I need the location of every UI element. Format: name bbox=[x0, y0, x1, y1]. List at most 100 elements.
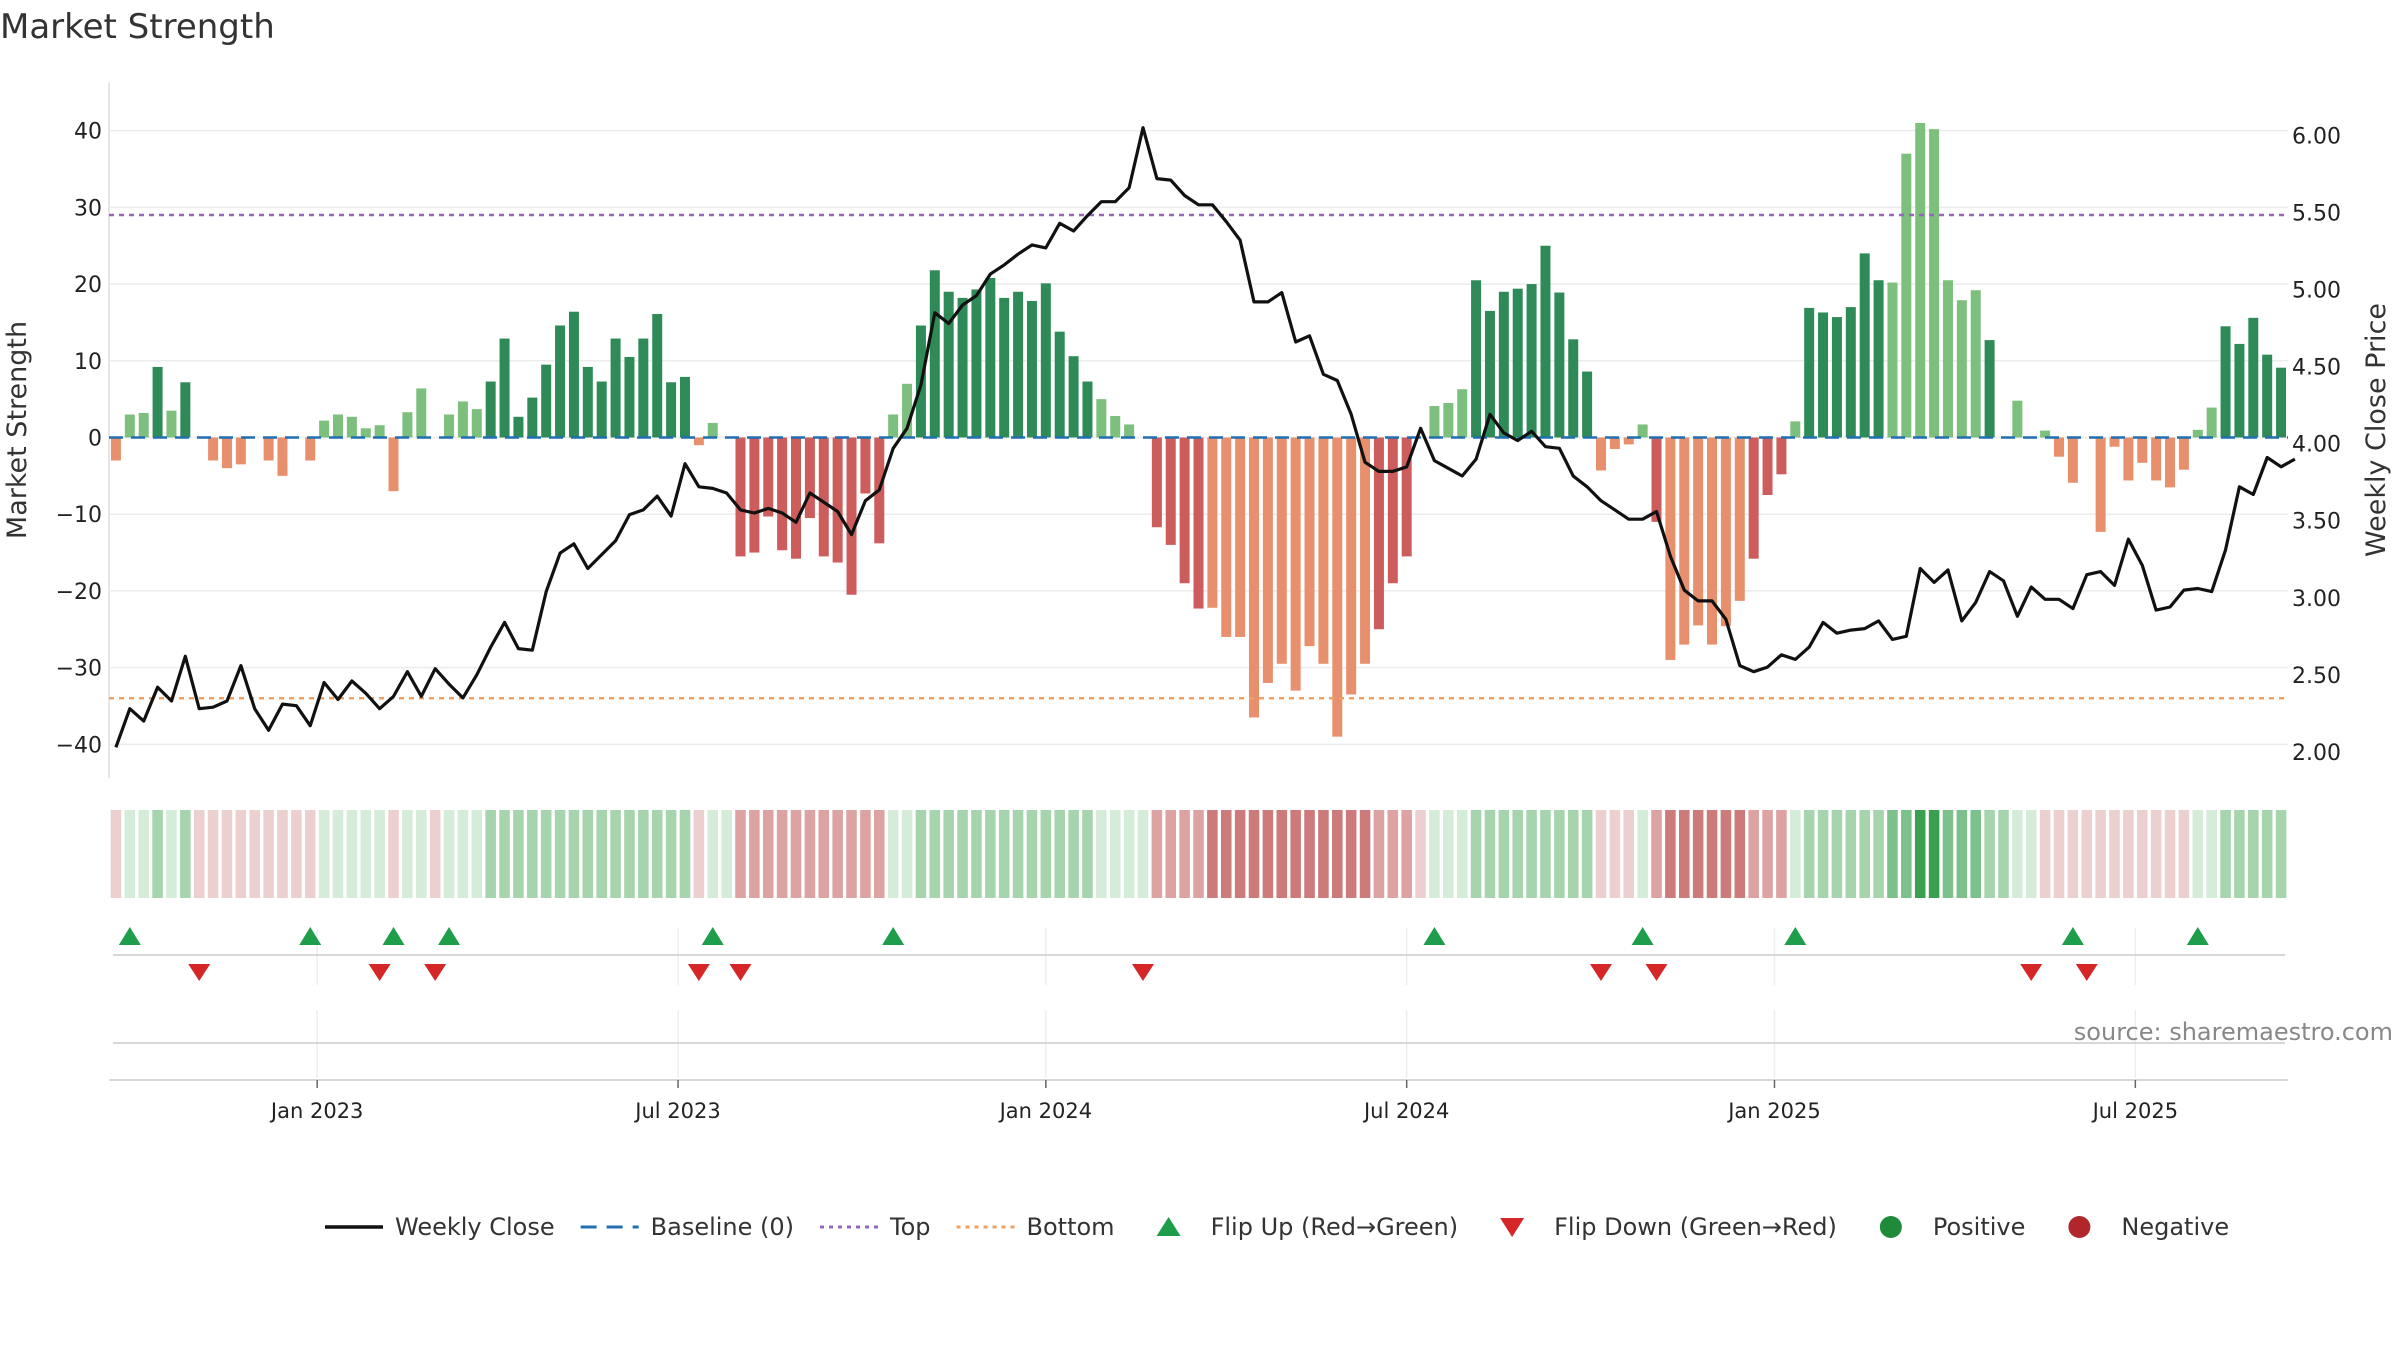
regime-cell bbox=[2220, 810, 2231, 898]
strength-bar bbox=[1262, 437, 1273, 683]
regime-cell bbox=[1540, 810, 1551, 898]
strength-bar bbox=[2248, 317, 2259, 438]
regime-cell bbox=[291, 810, 302, 898]
regime-cell bbox=[818, 810, 830, 898]
regime-cell bbox=[1706, 810, 1718, 898]
strength-bar bbox=[388, 437, 399, 492]
strength-bar bbox=[888, 414, 899, 438]
strength-bar bbox=[2151, 437, 2162, 481]
regime-cell bbox=[1456, 810, 1468, 898]
regime-cell bbox=[1720, 810, 1732, 898]
strength-bar bbox=[999, 297, 1010, 438]
strength-bar bbox=[1512, 288, 1523, 438]
strength-bar bbox=[1332, 437, 1343, 737]
regime-cell bbox=[1512, 810, 1523, 898]
left-tick-label: −10 bbox=[56, 503, 102, 528]
right-tick-label: 4.00 bbox=[2292, 433, 2341, 458]
regime-cell bbox=[721, 810, 732, 898]
left-tick-label: −40 bbox=[56, 733, 102, 758]
regime-cell bbox=[2164, 810, 2176, 898]
x-tick-label: Jan 2023 bbox=[269, 1099, 364, 1123]
strength-bar bbox=[1859, 253, 1870, 438]
regime-cell bbox=[1609, 810, 1621, 898]
regime-cell bbox=[2178, 810, 2190, 898]
regime-cell bbox=[998, 810, 1010, 898]
legend-marker bbox=[2068, 1216, 2091, 1238]
regime-cell bbox=[1193, 810, 1204, 898]
regime-cell bbox=[1581, 810, 1593, 898]
regime-cell bbox=[624, 810, 635, 898]
strength-bar bbox=[333, 414, 343, 438]
regime-cell bbox=[1248, 810, 1260, 898]
regime-cell bbox=[762, 810, 774, 898]
regime-cell bbox=[1387, 810, 1399, 898]
regime-cell bbox=[193, 810, 205, 898]
regime-cell bbox=[1040, 810, 1052, 898]
right-tick-label: 2.00 bbox=[2292, 741, 2341, 766]
strength-bar bbox=[277, 437, 288, 476]
legend-label: Negative bbox=[2121, 1213, 2229, 1241]
strength-bar bbox=[1651, 437, 1662, 522]
flip-up-marker bbox=[882, 927, 905, 945]
strength-bar bbox=[1707, 437, 1718, 645]
regime-cell bbox=[1942, 810, 1954, 898]
strength-bar bbox=[1054, 331, 1065, 438]
regime-cell bbox=[1776, 810, 1787, 898]
strength-bar bbox=[1623, 437, 1634, 445]
regime-cell bbox=[1845, 810, 1857, 898]
flip-signal-panel bbox=[113, 927, 2285, 985]
flip-up-marker bbox=[118, 927, 141, 945]
regime-cell bbox=[1082, 810, 1093, 898]
strength-bar bbox=[777, 437, 788, 551]
regime-cell bbox=[1914, 810, 1926, 898]
left-tick-label: −20 bbox=[56, 580, 102, 605]
flip-down-marker bbox=[1131, 964, 1154, 981]
regime-cell bbox=[1109, 810, 1121, 898]
regime-cell bbox=[1554, 810, 1565, 898]
strength-bar bbox=[1373, 437, 1384, 630]
strength-bar bbox=[1165, 437, 1176, 545]
strength-bar bbox=[735, 437, 746, 557]
strength-bar bbox=[1942, 280, 1953, 438]
strength-bar bbox=[2012, 400, 2023, 438]
strength-bar bbox=[1443, 402, 1454, 438]
regime-cell bbox=[1692, 810, 1704, 898]
strength-bar bbox=[1346, 437, 1357, 695]
strength-bar bbox=[1429, 406, 1440, 438]
flip-up-marker bbox=[1784, 927, 1807, 945]
strength-bar bbox=[1595, 437, 1606, 471]
x-axis: Jan 2023 Jul 2023 Jan 2024 Jul 2024 Jan 2025… bbox=[109, 1079, 2288, 1123]
strength-bar bbox=[1790, 421, 1801, 438]
regime-cell bbox=[1484, 810, 1496, 898]
regime-cell bbox=[1859, 810, 1870, 898]
strength-bar bbox=[860, 437, 871, 494]
regime-cell bbox=[1234, 810, 1246, 898]
regime-cell bbox=[1304, 810, 1315, 898]
strength-bar bbox=[832, 437, 843, 563]
flip-down-marker bbox=[424, 964, 447, 981]
regime-cell bbox=[1665, 810, 1676, 898]
regime-cell bbox=[499, 810, 510, 898]
regime-cell bbox=[804, 810, 816, 898]
strength-bar bbox=[1665, 437, 1676, 660]
regime-cell bbox=[1026, 810, 1038, 898]
strength-bar bbox=[1360, 437, 1371, 664]
regime-cell bbox=[1498, 810, 1510, 898]
strength-bar bbox=[138, 412, 149, 438]
regime-cell bbox=[1359, 810, 1371, 898]
regime-cell bbox=[304, 810, 316, 898]
regime-cell bbox=[138, 810, 149, 898]
legend-label: Bottom bbox=[1027, 1213, 1115, 1241]
strength-bar bbox=[568, 311, 579, 438]
right-tick-label: 6.00 bbox=[2292, 124, 2341, 149]
strength-bar bbox=[1554, 292, 1565, 438]
strength-bar bbox=[235, 437, 246, 465]
regime-cell bbox=[540, 810, 552, 898]
regime-cell bbox=[1526, 810, 1537, 898]
legend-marker bbox=[1879, 1216, 1902, 1238]
regime-cell bbox=[443, 810, 455, 898]
strength-bar bbox=[582, 366, 593, 438]
weekly-close-line bbox=[114, 126, 2296, 748]
strength-bar bbox=[1179, 437, 1190, 584]
